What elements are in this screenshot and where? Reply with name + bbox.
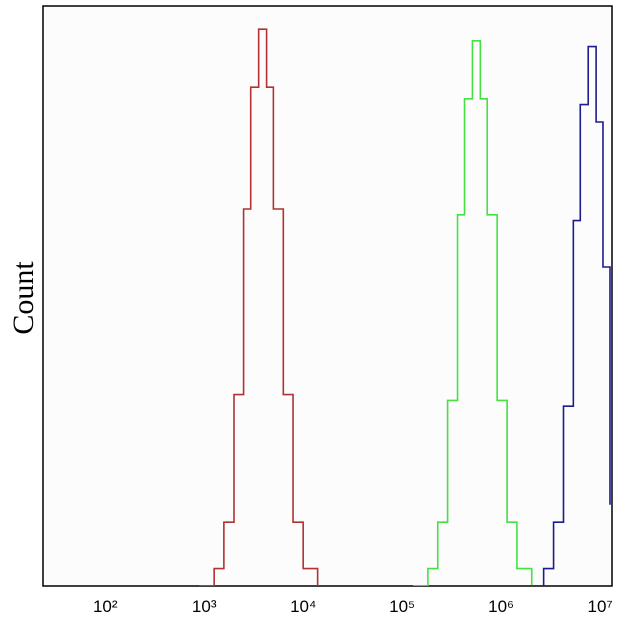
plot-area [42,5,613,587]
histogram-line [199,28,319,586]
x-tick-label: 10³ [192,597,217,616]
x-tick-label: 10⁷ [588,597,613,616]
histogram-line [528,45,611,586]
x-tick-label: 10² [93,597,118,616]
x-tick-label: 10⁶ [488,597,514,616]
histogram-line [413,40,533,586]
plot [199,28,611,586]
x-tick-label: 10⁵ [389,597,415,616]
y-axis-label: Count [7,261,40,335]
x-tick-label: 10⁴ [290,597,316,616]
